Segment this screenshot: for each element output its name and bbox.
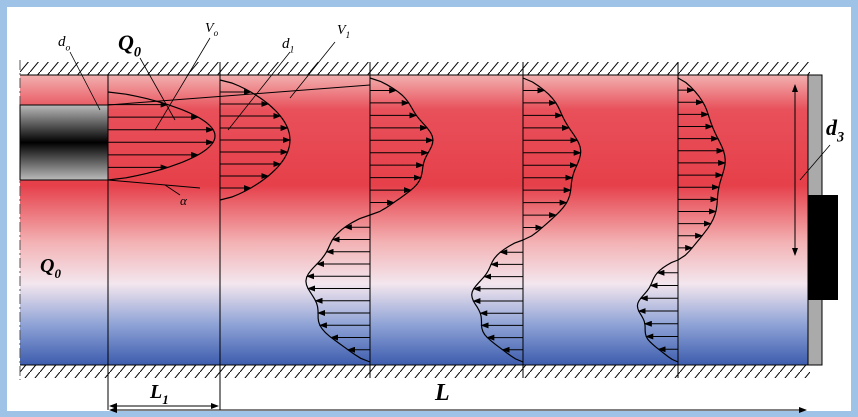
leader-line bbox=[154, 37, 211, 131]
profile-curve bbox=[677, 77, 726, 261]
velocity-profiles bbox=[69, 37, 831, 413]
leader-line bbox=[69, 51, 101, 111]
label-main: V bbox=[205, 21, 215, 36]
label-sub: 1 bbox=[162, 392, 169, 407]
label-sub: o bbox=[214, 28, 219, 38]
jet-edge bbox=[107, 84, 371, 106]
label-sub: 1 bbox=[346, 30, 351, 40]
label: α bbox=[180, 193, 188, 208]
leader-line bbox=[227, 51, 291, 131]
label: Vo bbox=[205, 21, 219, 38]
label-main: V bbox=[337, 23, 347, 38]
label-main: L bbox=[149, 381, 162, 403]
leader-line bbox=[164, 184, 181, 196]
profile-curve bbox=[522, 77, 582, 241]
label-sub: 0 bbox=[134, 45, 141, 61]
profile-curve bbox=[107, 91, 216, 181]
label-main: d bbox=[282, 36, 290, 52]
label-main: Q bbox=[40, 255, 54, 277]
label: L1 bbox=[149, 381, 169, 407]
label: L bbox=[434, 380, 450, 406]
label-main: α bbox=[180, 193, 188, 208]
label-sub: 0 bbox=[54, 266, 61, 281]
label-main: d bbox=[826, 115, 838, 140]
label: V1 bbox=[337, 23, 350, 40]
top-wall bbox=[20, 62, 810, 75]
label-sub: o bbox=[66, 43, 71, 54]
leader-line bbox=[289, 41, 336, 99]
label-sub: 1 bbox=[290, 45, 295, 56]
leader-line bbox=[139, 57, 176, 121]
jet-edge bbox=[107, 179, 201, 189]
label: Q0 bbox=[40, 255, 61, 281]
label: do bbox=[58, 34, 71, 54]
label-main: L bbox=[434, 380, 450, 406]
outlet bbox=[808, 195, 838, 300]
flow-field bbox=[20, 75, 808, 365]
label-sub: 3 bbox=[836, 130, 844, 146]
leader-line bbox=[799, 144, 831, 181]
label: d3 bbox=[826, 115, 844, 146]
label: Q0 bbox=[118, 30, 141, 61]
bottom-wall bbox=[20, 365, 810, 378]
label: d1 bbox=[282, 36, 294, 56]
inlet-pipe bbox=[19, 104, 109, 181]
label-main: Q bbox=[118, 30, 134, 55]
label-main: d bbox=[58, 34, 66, 50]
